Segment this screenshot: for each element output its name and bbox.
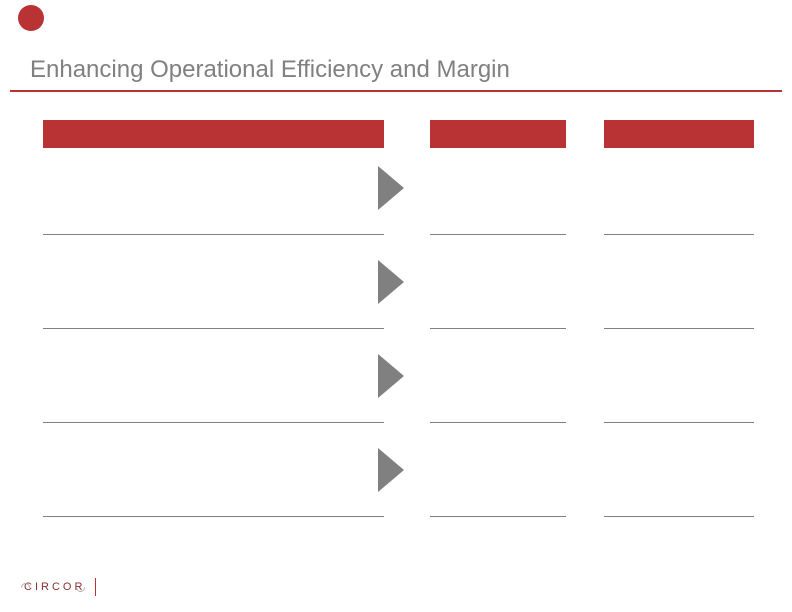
row-line	[604, 328, 754, 329]
footer: CIRCOR	[24, 578, 96, 596]
arrow-right-icon	[378, 448, 404, 492]
title-underline	[10, 90, 782, 92]
row-line	[604, 234, 754, 235]
header-bar-col1	[43, 120, 384, 148]
row-line	[604, 516, 754, 517]
row-line	[430, 234, 566, 235]
arrow-right-icon	[378, 260, 404, 304]
row-line	[430, 516, 566, 517]
row-line	[430, 328, 566, 329]
row-line	[43, 328, 384, 329]
row-line	[43, 516, 384, 517]
row-line	[43, 234, 384, 235]
row-line	[604, 422, 754, 423]
page-title: Enhancing Operational Efficiency and Mar…	[30, 56, 510, 84]
logo-text: CIRCOR	[24, 581, 85, 593]
accent-dot	[18, 5, 44, 31]
arrow-right-icon	[378, 354, 404, 398]
header-bar-col2	[430, 120, 566, 148]
footer-divider	[95, 578, 96, 596]
row-line	[43, 422, 384, 423]
row-line	[430, 422, 566, 423]
header-bar-col3	[604, 120, 754, 148]
arrow-right-icon	[378, 166, 404, 210]
